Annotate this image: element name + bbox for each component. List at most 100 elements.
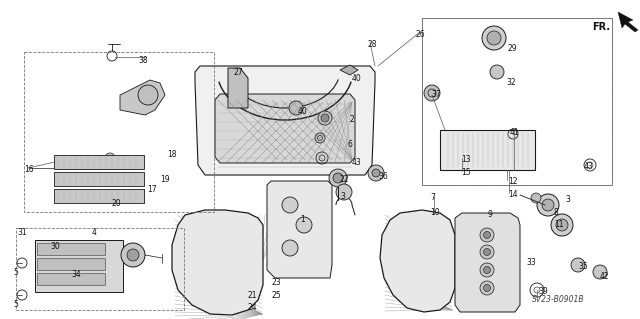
- Circle shape: [483, 266, 490, 273]
- Text: 8: 8: [554, 208, 559, 217]
- Text: 30: 30: [50, 242, 60, 251]
- Text: 38: 38: [138, 56, 148, 65]
- Text: 40: 40: [298, 107, 308, 116]
- Text: 24: 24: [248, 303, 258, 312]
- Text: 10: 10: [430, 208, 440, 217]
- Text: 7: 7: [430, 193, 435, 202]
- Circle shape: [571, 258, 585, 272]
- Text: 14: 14: [508, 190, 518, 199]
- Text: 2: 2: [349, 115, 354, 124]
- Text: 33: 33: [526, 258, 536, 267]
- Circle shape: [480, 263, 494, 277]
- Bar: [422, 18, 612, 185]
- Circle shape: [556, 219, 568, 231]
- Text: 9: 9: [488, 210, 493, 219]
- Text: FR.: FR.: [592, 22, 610, 32]
- Circle shape: [321, 114, 329, 122]
- Text: 29: 29: [508, 44, 518, 53]
- Text: 23: 23: [271, 278, 280, 287]
- Polygon shape: [267, 181, 332, 278]
- Circle shape: [368, 165, 384, 181]
- Circle shape: [542, 199, 554, 211]
- Text: 4: 4: [92, 228, 97, 237]
- Polygon shape: [120, 80, 165, 115]
- Text: 35: 35: [578, 262, 588, 271]
- Bar: [54, 189, 144, 203]
- Text: 19: 19: [160, 175, 170, 184]
- Text: 22: 22: [340, 175, 349, 184]
- Polygon shape: [455, 213, 520, 312]
- Text: 12: 12: [508, 177, 518, 186]
- Text: 28: 28: [368, 40, 378, 49]
- Circle shape: [138, 85, 158, 105]
- Circle shape: [372, 169, 380, 177]
- Text: 5: 5: [13, 268, 18, 277]
- Circle shape: [483, 232, 490, 239]
- Text: 11: 11: [554, 220, 563, 229]
- Circle shape: [296, 217, 312, 233]
- Text: SV23-B0901B: SV23-B0901B: [532, 295, 584, 304]
- Circle shape: [282, 240, 298, 256]
- Text: 37: 37: [431, 90, 441, 99]
- Bar: [16, 228, 184, 310]
- Polygon shape: [172, 210, 263, 315]
- Bar: [37, 273, 105, 285]
- Text: 43: 43: [584, 162, 594, 171]
- Text: 39: 39: [538, 287, 548, 296]
- Circle shape: [121, 243, 145, 267]
- Circle shape: [336, 184, 352, 200]
- Circle shape: [593, 265, 607, 279]
- Text: 3: 3: [340, 192, 345, 201]
- Text: 21: 21: [248, 291, 257, 300]
- Circle shape: [487, 31, 501, 45]
- Circle shape: [480, 245, 494, 259]
- Text: 1: 1: [300, 215, 305, 224]
- Polygon shape: [215, 94, 355, 163]
- Circle shape: [127, 249, 139, 261]
- Circle shape: [537, 194, 559, 216]
- Bar: [54, 155, 144, 169]
- Text: 41: 41: [510, 128, 520, 137]
- Circle shape: [333, 173, 343, 183]
- Text: 26: 26: [415, 30, 424, 39]
- Circle shape: [480, 228, 494, 242]
- Text: 36: 36: [378, 172, 388, 181]
- Text: 3: 3: [565, 195, 570, 204]
- Circle shape: [483, 285, 490, 292]
- Polygon shape: [195, 66, 375, 175]
- Text: 6: 6: [348, 140, 353, 149]
- Polygon shape: [618, 12, 638, 32]
- Circle shape: [289, 101, 303, 115]
- Circle shape: [482, 26, 506, 50]
- Polygon shape: [380, 210, 455, 312]
- Polygon shape: [228, 68, 248, 108]
- Circle shape: [329, 169, 347, 187]
- Circle shape: [282, 197, 298, 213]
- Polygon shape: [340, 65, 358, 75]
- Text: 27: 27: [234, 68, 244, 77]
- Text: 20: 20: [112, 199, 122, 208]
- Bar: [37, 243, 105, 255]
- Text: 25: 25: [271, 291, 280, 300]
- Text: 18: 18: [167, 150, 177, 159]
- Bar: [37, 258, 105, 270]
- Text: 40: 40: [352, 74, 362, 83]
- Circle shape: [424, 85, 440, 101]
- Text: 31: 31: [17, 228, 27, 237]
- Circle shape: [105, 153, 115, 163]
- Circle shape: [318, 111, 332, 125]
- Circle shape: [315, 133, 325, 143]
- Circle shape: [483, 249, 490, 256]
- Circle shape: [490, 65, 504, 79]
- Bar: [35, 240, 123, 292]
- Circle shape: [551, 214, 573, 236]
- Text: 13: 13: [461, 155, 470, 164]
- Bar: [24, 52, 214, 212]
- Text: 17: 17: [147, 185, 157, 194]
- Text: 34: 34: [71, 270, 81, 279]
- Text: 42: 42: [600, 272, 610, 281]
- Text: 5: 5: [13, 300, 18, 309]
- Text: 15: 15: [461, 168, 470, 177]
- Text: 32: 32: [506, 78, 516, 87]
- Text: 16: 16: [24, 165, 34, 174]
